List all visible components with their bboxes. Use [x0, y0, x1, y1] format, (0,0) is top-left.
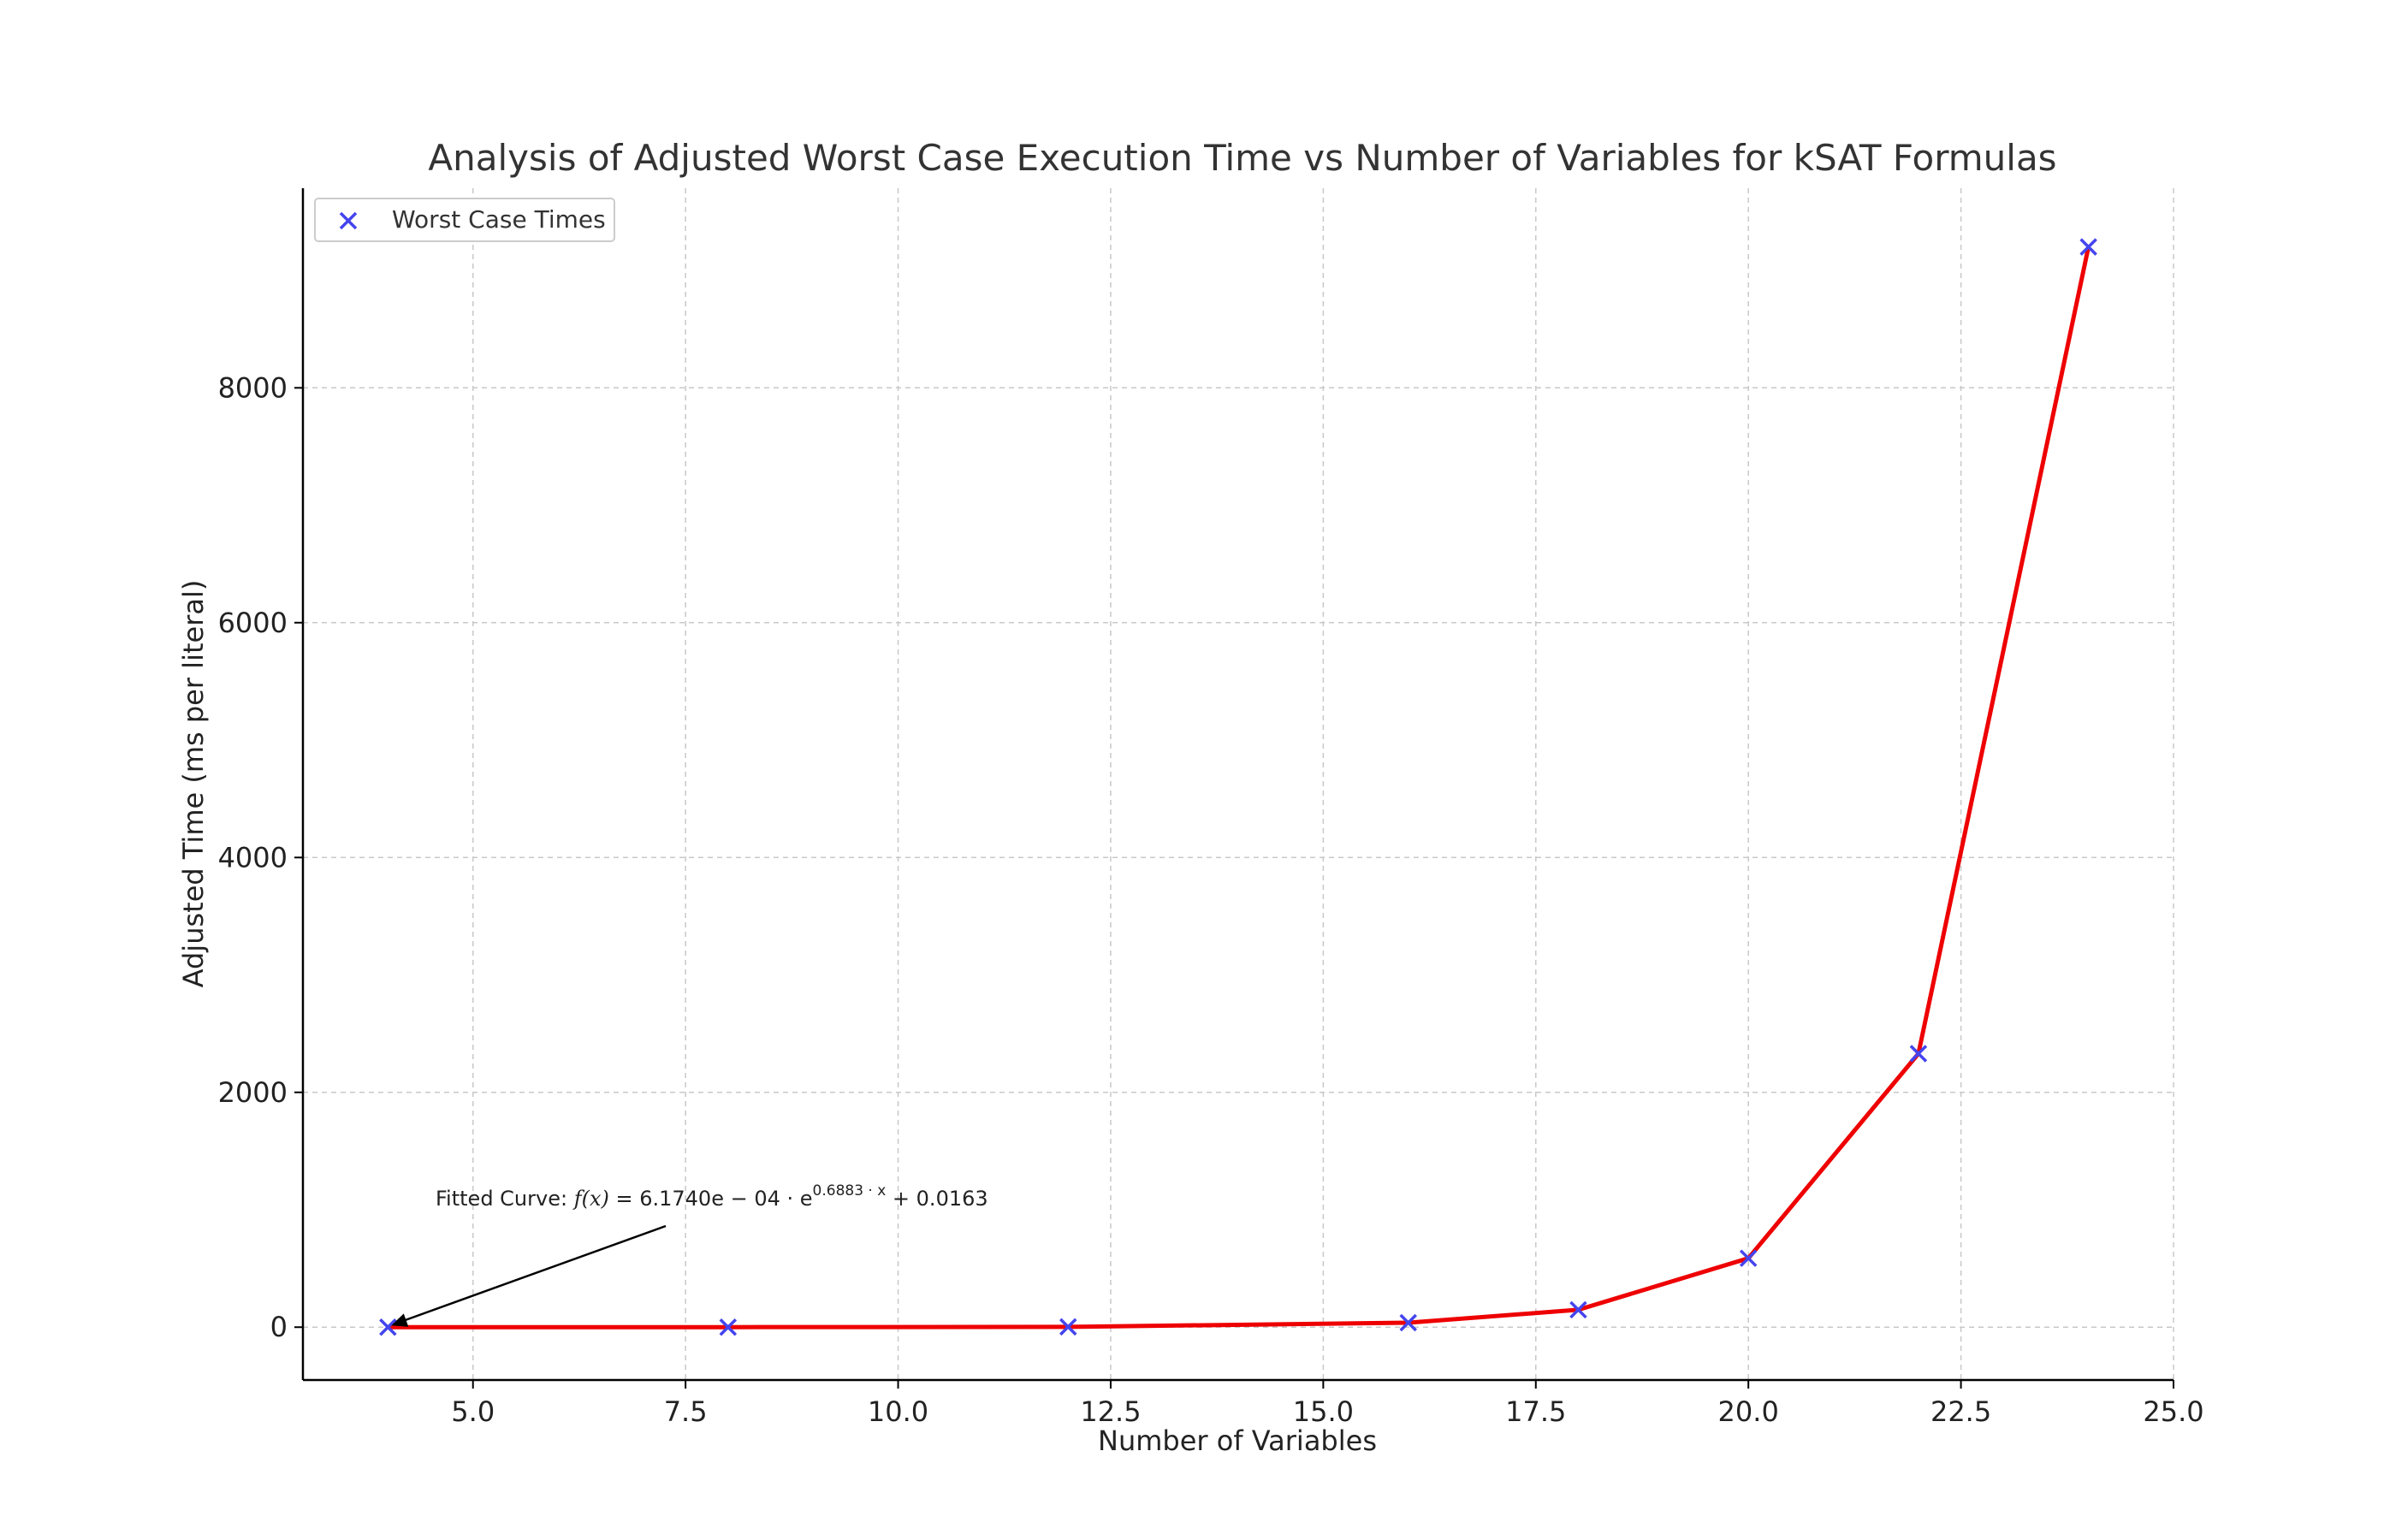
- fit-line: [388, 246, 2091, 1330]
- y-tick-label: 2000: [218, 1076, 288, 1109]
- y-tick-label: 0: [270, 1311, 288, 1343]
- data-point-marker: [379, 1318, 397, 1336]
- chart-title: Analysis of Adjusted Worst Case Executio…: [428, 137, 2056, 179]
- annotation-arrow-line: [399, 1224, 667, 1324]
- annotation-formula-exponent: 0.6883 · x: [813, 1182, 887, 1199]
- grid: [303, 188, 2174, 1380]
- x-tick-label: 20.0: [1718, 1395, 1779, 1428]
- data-point-marker: [1909, 1045, 1928, 1063]
- data-point-marker: [1059, 1318, 1077, 1336]
- x-tick-label: 25.0: [2143, 1395, 2203, 1428]
- legend-label: Worst Case Times: [392, 205, 606, 234]
- y-ticks: 0 2000 4000 6000 8000: [218, 371, 303, 1343]
- annotation-formula-main: = 6.1740e − 04 · e: [609, 1187, 813, 1211]
- x-tick-label: 12.5: [1080, 1395, 1141, 1428]
- annotation-prefix: Fitted Curve:: [436, 1187, 574, 1211]
- annotation-text: Fitted Curve: f(x) = 6.1740e − 04 · e0.6…: [436, 1182, 988, 1211]
- annotation-arrowhead: [391, 1313, 409, 1327]
- x-tick-label: 7.5: [664, 1395, 708, 1428]
- y-tick-label: 4000: [218, 841, 288, 874]
- annotation-formula-lhs: f(x): [572, 1187, 609, 1211]
- data-point-marker: [1569, 1300, 1587, 1319]
- y-axis-label: Adjusted Time (ms per literal): [177, 580, 210, 988]
- x-tick-label: 5.0: [451, 1395, 495, 1428]
- fitted-curve-annotation: Fitted Curve: f(x) = 6.1740e − 04 · e0.6…: [391, 1182, 988, 1327]
- annotation-formula-tail: + 0.0163: [886, 1187, 987, 1211]
- data-point-marker: [2079, 238, 2097, 256]
- x-tick-label: 22.5: [1930, 1395, 1991, 1428]
- x-tick-label: 17.5: [1505, 1395, 1566, 1428]
- y-tick-label: 8000: [218, 371, 288, 404]
- legend: Worst Case Times: [314, 198, 615, 242]
- fit-line-series: [388, 246, 2091, 1330]
- x-tick-label: 10.0: [868, 1395, 928, 1428]
- legend-marker-icon: [339, 211, 358, 230]
- data-point-marker: [719, 1318, 738, 1336]
- y-tick-label: 6000: [218, 607, 288, 639]
- worst-case-times-series: [379, 238, 2097, 1336]
- data-point-marker: [1399, 1313, 1417, 1332]
- x-axis-label: Number of Variables: [1098, 1424, 1377, 1457]
- legend-box: [314, 198, 615, 242]
- x-tick-label: 15.0: [1293, 1395, 1354, 1428]
- axes: [301, 188, 2174, 1382]
- data-point-marker: [1739, 1249, 1758, 1267]
- x-ticks: 5.0 7.5 10.0 12.5 15.0 17.5 20.0 22.5 25.0: [451, 1380, 2204, 1428]
